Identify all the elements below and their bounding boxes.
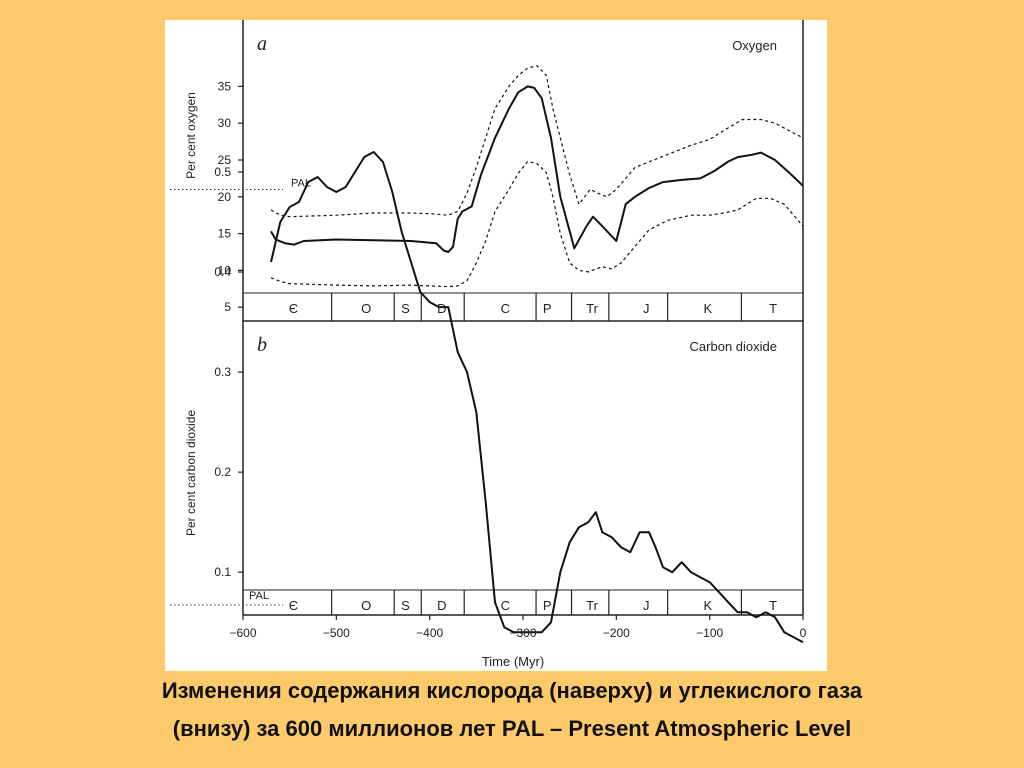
x-tick-label: −300 <box>509 626 536 640</box>
y-tick-label: 5 <box>224 300 231 314</box>
period-label: P <box>543 598 552 613</box>
chart-svg: a Oxygen 5 10 15 20 25 30 35 Per cent oxygen PAL Є O… <box>170 20 807 669</box>
x-tick-label: 0 <box>800 626 807 640</box>
y-tick-label: 0.2 <box>214 465 231 479</box>
x-tick-label: −200 <box>603 626 630 640</box>
y-tick-label: 25 <box>218 153 232 167</box>
series-line-solid <box>270 151 804 644</box>
y-tick-label: 30 <box>218 116 232 130</box>
period-label: T <box>769 598 777 613</box>
x-axis-label: Time (Myr) <box>482 654 544 669</box>
panel-title: Oxygen <box>732 38 777 53</box>
panel-b: b Carbon dioxide 0.1 0.2 0.3 0.4 0.5 Per cent c… <box>170 151 807 669</box>
series-line-solid <box>270 85 804 253</box>
caption-line-2: (внизу) за 600 миллионов лет PAL – Prese… <box>172 716 852 741</box>
period-label: Tr <box>586 301 598 316</box>
y-axis-label: Per cent carbon dioxide <box>184 410 198 536</box>
x-tick-label: −500 <box>323 626 350 640</box>
series-line-dashed <box>270 65 804 218</box>
y-tick-label: 15 <box>218 227 232 241</box>
period-label: Tr <box>586 598 598 613</box>
caption-line-1: Изменения содержания кислорода (наверху)… <box>161 678 863 703</box>
y-tick-label: 0.5 <box>214 165 231 179</box>
pal-label: PAL <box>249 590 269 602</box>
panel-letter: b <box>257 334 267 356</box>
period-label: T <box>769 301 777 316</box>
period-label: C <box>501 598 510 613</box>
panel-letter: a <box>257 33 267 55</box>
series-line-dashed <box>270 160 804 288</box>
period-label: C <box>501 301 510 316</box>
period-label: D <box>437 598 446 613</box>
x-tick-label: −400 <box>416 626 443 640</box>
period-label: O <box>361 598 371 613</box>
period-label: D <box>437 301 446 316</box>
y-tick-label: 10 <box>218 263 232 277</box>
x-tick-label: −600 <box>229 626 256 640</box>
x-tick-label: −100 <box>696 626 723 640</box>
period-label: O <box>361 301 371 316</box>
y-tick-label: 35 <box>218 79 232 93</box>
period-label: K <box>703 598 712 613</box>
period-label: P <box>543 301 552 316</box>
period-label: Є <box>289 598 298 613</box>
period-label: S <box>401 598 410 613</box>
period-label: S <box>401 301 410 316</box>
panel-title: Carbon dioxide <box>690 339 777 354</box>
period-label: J <box>643 301 650 316</box>
y-tick-label: 20 <box>218 190 232 204</box>
y-tick-label: 0.4 <box>214 265 231 279</box>
period-label: K <box>703 301 712 316</box>
y-axis-label: Per cent oxygen <box>184 92 198 179</box>
period-label: J <box>643 598 650 613</box>
y-tick-label: 0.1 <box>214 565 231 579</box>
y-tick-label: 0.3 <box>214 365 231 379</box>
figure-panel: a Oxygen 5 10 15 20 25 30 35 Per cent oxygen PAL Є O… <box>165 20 827 671</box>
period-label: Є <box>289 301 298 316</box>
